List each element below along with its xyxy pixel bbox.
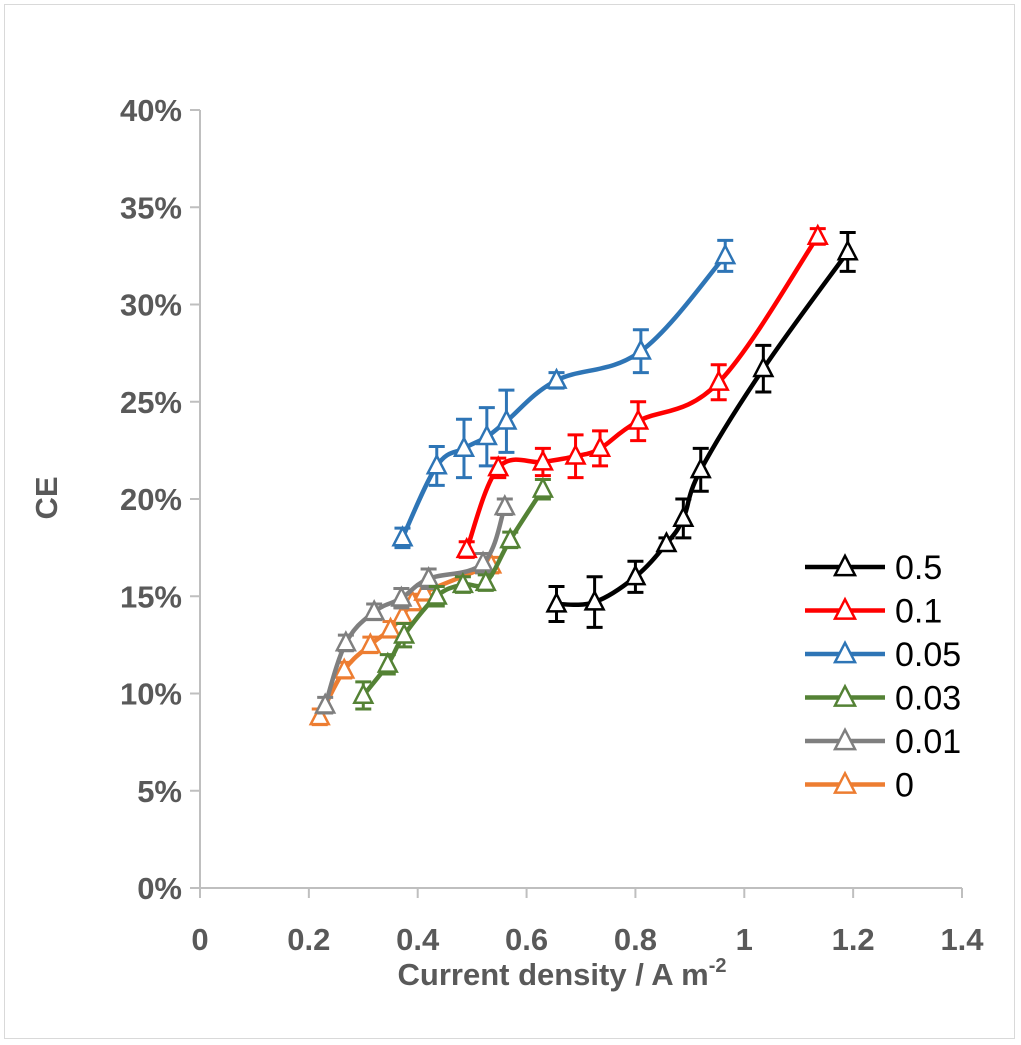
data-point-marker [475, 424, 498, 446]
y-tick-label: 15% [120, 579, 182, 614]
x-tick-label: 0.4 [396, 922, 440, 957]
data-point-marker [455, 536, 478, 559]
data-point-marker [363, 599, 386, 621]
data-point-marker [588, 435, 612, 457]
data-point-marker [487, 455, 510, 477]
data-point-marker [334, 630, 357, 652]
data-point-marker [531, 449, 554, 471]
y-tick-label: 10% [120, 677, 182, 712]
data-point-marker [707, 369, 730, 391]
data-point-marker [629, 338, 652, 360]
x-tick-label: 0.8 [614, 922, 657, 957]
data-point-marker [624, 564, 647, 586]
data-point-marker [672, 505, 695, 527]
legend-marker [832, 553, 858, 577]
data-point-marker [752, 355, 775, 378]
x-tick-label: 0.6 [505, 922, 548, 957]
x-tick-label: 1.2 [832, 922, 875, 957]
data-point-marker [391, 525, 414, 547]
series-0.05 [391, 238, 737, 550]
chart-frame [4, 4, 1015, 1039]
legend-entry-0: 0 [805, 767, 914, 805]
data-point-marker [689, 457, 712, 479]
x-tick-label: 1.4 [940, 922, 984, 957]
plot-area [308, 223, 859, 727]
legend: 0.5 0.1 0.05 0.03 0.01 0 [805, 549, 961, 805]
data-point-marker [495, 408, 518, 430]
series-0.03 [352, 476, 554, 711]
data-point-marker [390, 585, 413, 607]
legend-label: 0.5 [895, 549, 942, 587]
data-point-marker [379, 616, 402, 638]
x-tick-label: 0.2 [287, 922, 330, 957]
y-tick-label: 5% [137, 774, 182, 809]
data-point-marker [393, 622, 416, 644]
x-axis-title: Current density / A m-2 [398, 955, 727, 992]
legend-label: 0.03 [895, 680, 961, 718]
series-line [400, 254, 727, 539]
data-point-marker [655, 530, 678, 553]
data-point-marker [376, 651, 399, 673]
series-0.5 [545, 231, 859, 629]
legend-label: 0 [895, 767, 914, 805]
legend-entry-0.1: 0.1 [805, 593, 942, 631]
data-point-marker [333, 657, 356, 679]
x-tick-label: 0 [191, 922, 208, 957]
data-point-marker [413, 579, 436, 601]
data-point-marker [836, 239, 859, 261]
y-tick-label: 30% [120, 288, 182, 323]
data-point-marker [714, 243, 737, 265]
legend-marker [832, 640, 858, 664]
x-axis-title-main: Current density / A m [398, 957, 709, 992]
legend-entry-0.5: 0.5 [805, 549, 942, 587]
legend-marker [832, 596, 858, 620]
legend-marker [832, 683, 858, 707]
y-tick-label: 25% [120, 385, 182, 420]
data-point-marker [493, 494, 516, 516]
data-point-marker [314, 692, 337, 714]
legend-label: 0.01 [895, 723, 961, 761]
x-tick-label: 1 [736, 922, 753, 957]
data-point-marker [425, 583, 448, 605]
series-0.1 [455, 223, 829, 559]
x-axis-title-superscript: -2 [709, 955, 727, 977]
data-point-marker [451, 571, 474, 594]
y-axis-title: CE [29, 476, 64, 519]
series-line [556, 250, 850, 608]
data-point-marker [359, 632, 382, 654]
data-point-marker [499, 527, 522, 549]
series-0.01 [314, 494, 516, 715]
data-point-marker [531, 476, 554, 498]
legend-label: 0.1 [895, 593, 942, 631]
y-tick-label: 20% [120, 482, 182, 517]
data-point-marker [583, 589, 606, 611]
legend-entry-0.05: 0.05 [805, 636, 961, 674]
legend-marker [832, 727, 858, 751]
data-point-marker [564, 443, 587, 465]
data-point-marker [545, 367, 568, 389]
data-point-marker [471, 550, 495, 572]
data-point-marker [352, 682, 375, 704]
data-point-marker [806, 223, 829, 245]
data-point-marker [452, 435, 476, 457]
legend-marker [832, 770, 858, 794]
data-point-marker [474, 569, 497, 592]
data-point-marker [417, 565, 440, 588]
y-tick-label: 40% [120, 93, 182, 128]
y-tick-label: 35% [120, 190, 182, 225]
data-point-marker [545, 591, 568, 613]
data-point-marker [308, 704, 331, 726]
legend-label: 0.05 [895, 636, 961, 674]
data-point-marker [627, 408, 650, 430]
legend-entry-0.01: 0.01 [805, 723, 961, 761]
data-point-marker [425, 453, 448, 475]
y-tick-label: 0% [137, 871, 182, 906]
legend-entry-0.03: 0.03 [805, 680, 961, 718]
axes: 0% 5% 10% 15% 20% 25% 30% 35% 40% 0 0.2 0.4 0.6 0.8 1 1… [120, 93, 984, 957]
